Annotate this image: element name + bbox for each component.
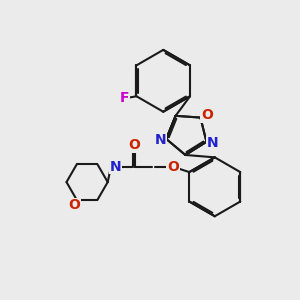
Text: N: N	[154, 134, 166, 147]
Text: N: N	[206, 136, 218, 150]
Text: F: F	[119, 91, 129, 105]
Text: O: O	[201, 108, 213, 122]
Text: O: O	[128, 138, 140, 152]
Text: O: O	[68, 198, 80, 212]
Text: O: O	[167, 160, 179, 174]
Text: N: N	[109, 160, 121, 174]
